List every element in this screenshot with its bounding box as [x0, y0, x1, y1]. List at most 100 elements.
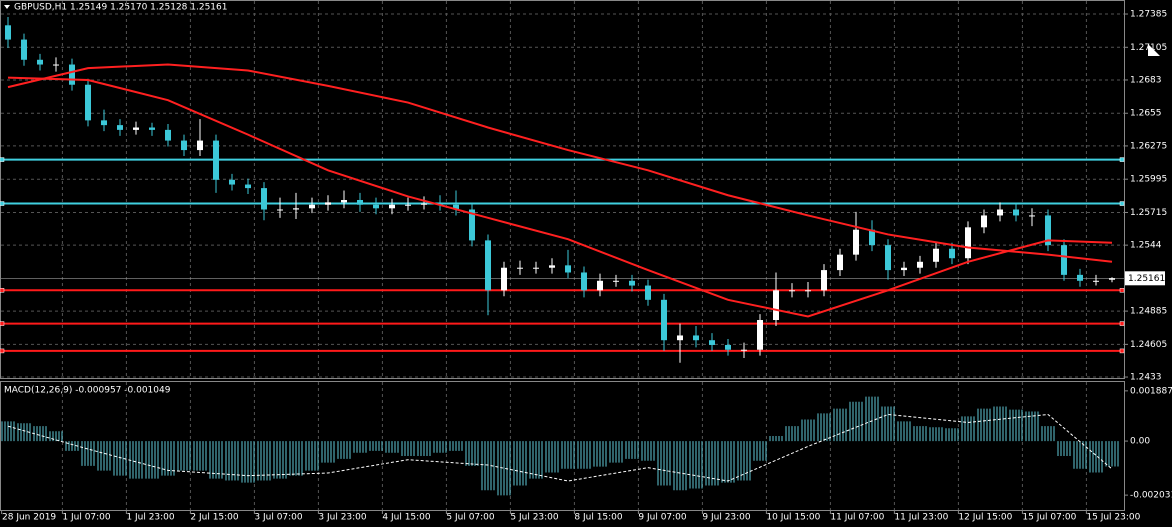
candle-body: [549, 265, 555, 268]
candle-body: [949, 248, 955, 259]
candle-body: [629, 280, 635, 286]
candle-body: [213, 140, 219, 180]
level-handle: [1119, 157, 1125, 162]
candle-body: [693, 335, 699, 341]
candle-body: [1061, 245, 1067, 275]
y-tick-label: 1.27385: [1130, 10, 1167, 20]
y-tick-label: 1.24885: [1130, 307, 1167, 317]
symbol-menu-icon[interactable]: [4, 5, 10, 9]
candle-body: [597, 280, 603, 291]
candle-body: [5, 25, 11, 40]
candle-body: [85, 84, 91, 121]
candle-body: [965, 227, 971, 259]
candle-body: [165, 129, 171, 141]
candle-body: [389, 204, 395, 209]
x-tick-label: 2 Jul 15:00: [190, 513, 239, 523]
candle-body: [1077, 274, 1083, 281]
x-tick-label: 8 Jul 15:00: [574, 513, 623, 523]
candle-body: [997, 209, 1003, 216]
y-tick-label: 1.27105: [1130, 43, 1167, 53]
candle-body: [309, 204, 315, 209]
level-handle: [1119, 201, 1125, 206]
x-tick-label: 4 Jul 15:00: [382, 513, 431, 523]
candle-body: [469, 209, 475, 241]
y-tick-label: 1.26275: [1130, 141, 1167, 151]
candle-body: [501, 267, 507, 291]
level-handle: [0, 288, 5, 293]
x-tick-label: 15 Jul 23:00: [1086, 513, 1140, 523]
candle-body: [581, 272, 587, 291]
candle-body: [1013, 209, 1019, 216]
candle-body: [485, 240, 491, 291]
x-tick-label: 9 Jul 07:00: [638, 513, 687, 523]
x-tick-label: 28 Jun 2019: [2, 513, 56, 523]
candle-body: [933, 248, 939, 262]
macd-panel-frame: [0, 381, 1125, 511]
moving-average: [7, 76, 1113, 318]
y-tick-label: -0.002031: [1130, 491, 1172, 501]
level-handle: [1119, 288, 1125, 293]
y-tick-label: 1.24605: [1130, 340, 1167, 350]
x-tick-label: 1 Jul 07:00: [62, 513, 111, 523]
level-handle: [1119, 348, 1125, 354]
y-tick-label: 0.00: [1130, 437, 1150, 447]
candle-body: [277, 209, 283, 211]
x-tick-label: 10 Jul 15:00: [766, 513, 820, 523]
level-handle: [0, 348, 5, 354]
candle-body: [53, 64, 59, 66]
candle-body: [261, 188, 267, 210]
y-tick-label: 1.2544: [1130, 241, 1162, 251]
candle-body: [1093, 280, 1099, 282]
candle-body: [21, 39, 27, 60]
x-tick-label: 1 Jul 23:00: [126, 513, 175, 523]
moving-average: [7, 63, 1113, 263]
macd-signal: [7, 413, 1113, 482]
x-tick-label: 9 Jul 23:00: [702, 513, 751, 523]
candle-body: [645, 285, 651, 300]
symbol-header: GBPUSD,H1 1.25149 1.25170 1.25128 1.2516…: [14, 3, 227, 13]
y-tick-label: 0.001887: [1130, 386, 1172, 396]
x-tick-label: 3 Jul 23:00: [318, 513, 367, 523]
main-panel-frame: [0, 0, 1125, 379]
candle-body: [181, 140, 187, 151]
candle-body: [885, 245, 891, 271]
candle-body: [805, 290, 811, 292]
candle-body: [677, 335, 683, 341]
y-tick-label: 1.25995: [1130, 175, 1167, 185]
candle-body: [405, 204, 411, 206]
candle-body: [533, 267, 539, 269]
candle-body: [789, 290, 795, 292]
candle-body: [565, 265, 571, 273]
candle-body: [517, 267, 523, 269]
candle-body: [101, 120, 107, 126]
candle-body: [917, 261, 923, 268]
candle-body: [69, 64, 75, 85]
candle-body: [1045, 215, 1051, 246]
macd-header: MACD(12,26,9) -0.000957 -0.001049: [4, 386, 171, 396]
x-tick-label: 3 Jul 07:00: [254, 513, 303, 523]
chart-shift-marker: [1148, 44, 1160, 56]
y-tick-label: 1.2683: [1130, 75, 1162, 85]
level-handle: [0, 201, 5, 206]
candle-body: [373, 204, 379, 209]
candle-body: [853, 229, 859, 255]
candle-body: [613, 280, 619, 282]
x-tick-label: 5 Jul 07:00: [446, 513, 495, 523]
candle-body: [757, 320, 763, 350]
candle-body: [453, 204, 459, 210]
x-tick-label: 5 Jul 23:00: [510, 513, 559, 523]
bid-label: 1.25161: [1128, 274, 1165, 284]
candle-body: [773, 290, 779, 321]
level-handle: [0, 157, 5, 162]
candle-body: [341, 199, 347, 203]
candle-body: [725, 344, 731, 350]
y-tick-label: 1.2655: [1130, 109, 1162, 119]
level-handle: [1119, 321, 1125, 326]
candle-body: [901, 267, 907, 271]
y-tick-label: 1.2433: [1130, 373, 1162, 383]
x-tick-label: 12 Jul 15:00: [958, 513, 1012, 523]
